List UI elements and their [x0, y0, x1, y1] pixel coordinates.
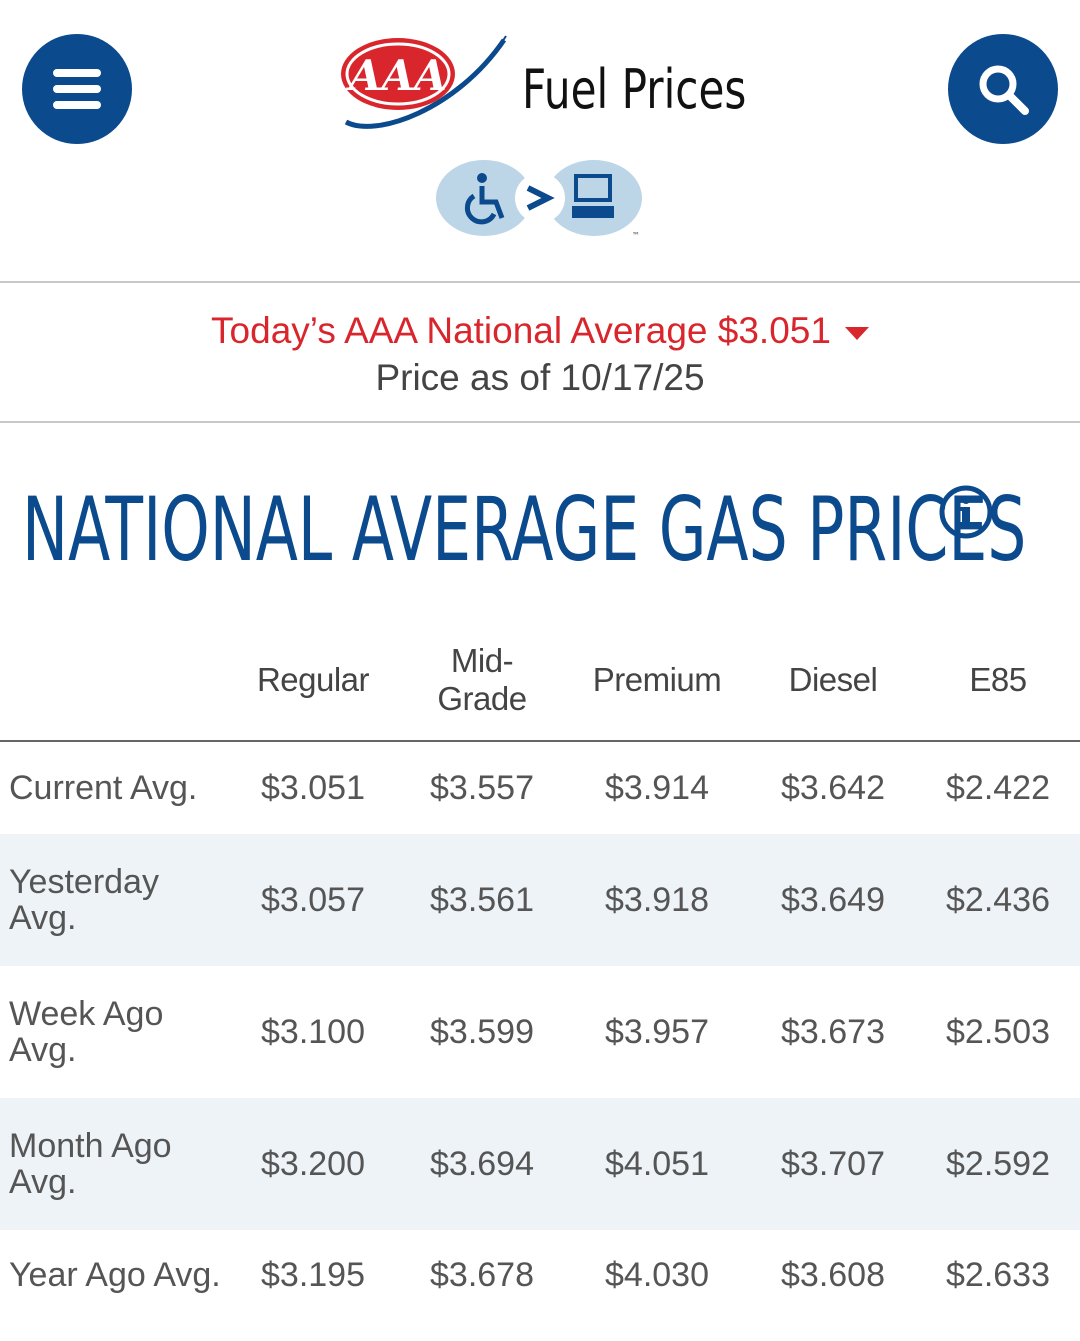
banner-divider — [0, 421, 1080, 423]
column-header-diesel: Diesel — [788, 661, 878, 698]
column-header-premium: Premium — [592, 661, 722, 698]
trademark-mark: ™ — [632, 231, 640, 240]
price-cell: $3.957 — [605, 1012, 709, 1051]
price-cell: $3.914 — [605, 768, 709, 807]
table-row-current: Current Avg. $3.051 $3.557 $3.914 $3.642… — [0, 742, 1080, 834]
price-cell: $2.436 — [946, 880, 1050, 919]
table-row-week-ago: Week Ago Avg. $3.100 $3.599 $3.957 $3.67… — [0, 966, 1080, 1098]
price-cell: $3.195 — [261, 1255, 365, 1294]
table-row-month-ago: Month Ago Avg. $3.200 $3.694 $4.051 $3.7… — [0, 1098, 1080, 1230]
table-row-yesterday: Yesterday Avg. $3.057 $3.561 $3.918 $3.6… — [0, 834, 1080, 966]
price-cell: $2.633 — [946, 1255, 1050, 1294]
wheelchair-to-computer-icon: ™ — [436, 160, 642, 240]
accessibility-badge[interactable]: ™ — [436, 158, 648, 242]
section-title: NATIONAL AVERAGE GAS PRICES — [22, 478, 1027, 581]
info-icon[interactable] — [938, 484, 994, 540]
row-label: Current Avg. — [9, 769, 198, 807]
price-cell: $2.503 — [946, 1012, 1050, 1051]
price-cell: $3.649 — [781, 880, 885, 919]
menu-button[interactable] — [22, 34, 132, 144]
price-cell: $3.608 — [781, 1255, 885, 1294]
price-cell: $3.200 — [261, 1144, 365, 1183]
hamburger-menu-icon — [53, 69, 101, 109]
table-header: Regular Mid- Grade Premium Diesel E85 — [0, 620, 1080, 742]
price-cell: $4.030 — [605, 1255, 709, 1294]
price-cell: $3.678 — [430, 1255, 534, 1294]
search-button[interactable] — [948, 34, 1058, 144]
price-cell: $2.422 — [946, 768, 1050, 807]
national-average-banner: Today’s AAA National Average $3.051 — [0, 310, 1080, 352]
column-header-regular: Regular — [256, 661, 370, 698]
price-cell: $3.100 — [261, 1012, 365, 1051]
price-cell: $3.694 — [430, 1144, 534, 1183]
price-cell: $3.918 — [605, 880, 709, 919]
column-header-e85: E85 — [969, 661, 1027, 698]
price-cell: $3.599 — [430, 1012, 534, 1051]
row-label: Yesterday Avg. — [9, 863, 159, 937]
price-cell: $3.673 — [781, 1012, 885, 1051]
header-divider — [0, 281, 1080, 283]
price-cell: $3.557 — [430, 768, 534, 807]
price-cell: $3.561 — [430, 880, 534, 919]
column-header-mid-grade: Mid- Grade — [437, 642, 527, 717]
table-row-year-ago: Year Ago Avg. $3.195 $3.678 $4.030 $3.60… — [0, 1230, 1080, 1320]
row-label: Year Ago Avg. — [9, 1256, 221, 1294]
price-cell: $3.642 — [781, 768, 885, 807]
price-cell: $3.707 — [781, 1144, 885, 1183]
price-cell: $3.051 — [261, 768, 365, 807]
search-icon — [979, 65, 1029, 115]
price-date: Price as of 10/17/25 — [375, 357, 705, 398]
price-cell: $4.051 — [605, 1144, 709, 1183]
row-label: Month Ago Avg. — [9, 1127, 172, 1201]
page-title: Fuel Prices — [522, 58, 747, 121]
row-label: Week Ago Avg. — [9, 995, 164, 1069]
logo-text: AAA — [345, 51, 447, 100]
down-triangle-icon — [844, 326, 869, 340]
aaa-logo[interactable]: AAA — [336, 30, 511, 135]
gas-prices-table: Regular Mid- Grade Premium Diesel E85 Cu… — [0, 620, 1080, 1320]
price-cell: $3.057 — [261, 880, 365, 919]
price-cell: $2.592 — [946, 1144, 1050, 1183]
site-header: AAA Fuel Prices ™ — [0, 0, 1080, 282]
national-average-text: Today’s AAA National Average $3.051 — [211, 310, 831, 351]
